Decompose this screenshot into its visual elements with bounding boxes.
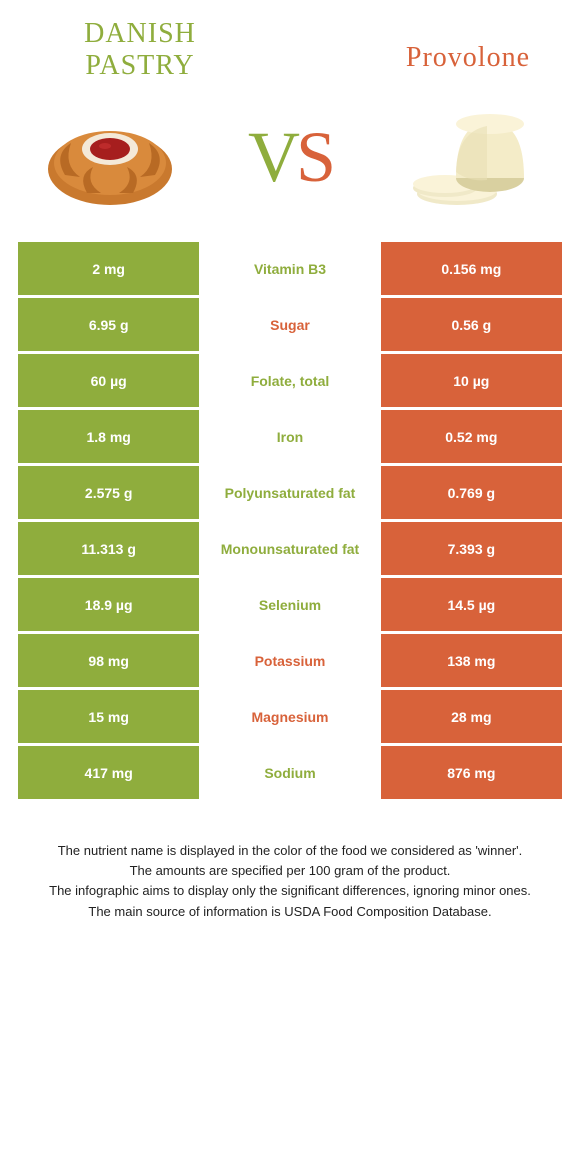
value-right: 10 µg [381,354,562,407]
food-title-right: Provolone [406,42,530,74]
footer-line-1: The nutrient name is displayed in the co… [30,842,550,860]
table-row: 11.313 gMonounsaturated fat7.393 g [18,522,562,575]
nutrient-name: Sodium [199,746,380,799]
table-row: 2 mgVitamin B30.156 mg [18,242,562,295]
value-right: 0.56 g [381,298,562,351]
footer-notes: The nutrient name is displayed in the co… [0,842,580,963]
table-row: 60 µgFolate, total10 µg [18,354,562,407]
header: DANISH PASTRY Provolone [0,0,580,82]
comparison-table: 2 mgVitamin B30.156 mg6.95 gSugar0.56 g6… [0,242,580,802]
nutrient-name: Potassium [199,634,380,687]
value-right: 0.769 g [381,466,562,519]
vs-s: S [296,117,332,197]
provolone-image [390,102,550,212]
vs-label: VS [248,116,332,199]
danish-pastry-image [30,102,190,212]
table-row: 417 mgSodium876 mg [18,746,562,799]
value-left: 1.8 mg [18,410,199,463]
value-left: 18.9 µg [18,578,199,631]
footer-line-3: The infographic aims to display only the… [30,882,550,900]
vs-v: V [248,117,296,197]
table-row: 98 mgPotassium138 mg [18,634,562,687]
nutrient-name: Iron [199,410,380,463]
value-left: 60 µg [18,354,199,407]
value-left: 98 mg [18,634,199,687]
value-left: 11.313 g [18,522,199,575]
table-row: 2.575 gPolyunsaturated fat0.769 g [18,466,562,519]
table-row: 18.9 µgSelenium14.5 µg [18,578,562,631]
nutrient-name: Vitamin B3 [199,242,380,295]
value-left: 6.95 g [18,298,199,351]
table-row: 1.8 mgIron0.52 mg [18,410,562,463]
nutrient-name: Magnesium [199,690,380,743]
value-right: 0.156 mg [381,242,562,295]
table-row: 6.95 gSugar0.56 g [18,298,562,351]
value-left: 417 mg [18,746,199,799]
images-row: VS [0,82,580,242]
nutrient-name: Selenium [199,578,380,631]
value-right: 0.52 mg [381,410,562,463]
nutrient-name: Monounsaturated fat [199,522,380,575]
footer-line-2: The amounts are specified per 100 gram o… [30,862,550,880]
value-right: 28 mg [381,690,562,743]
nutrient-name: Polyunsaturated fat [199,466,380,519]
value-left: 2 mg [18,242,199,295]
footer-line-4: The main source of information is USDA F… [30,903,550,921]
value-right: 14.5 µg [381,578,562,631]
nutrient-name: Sugar [199,298,380,351]
value-right: 138 mg [381,634,562,687]
value-left: 15 mg [18,690,199,743]
value-right: 876 mg [381,746,562,799]
value-right: 7.393 g [381,522,562,575]
table-row: 15 mgMagnesium28 mg [18,690,562,743]
food-title-left: DANISH PASTRY [50,18,230,82]
value-left: 2.575 g [18,466,199,519]
nutrient-name: Folate, total [199,354,380,407]
